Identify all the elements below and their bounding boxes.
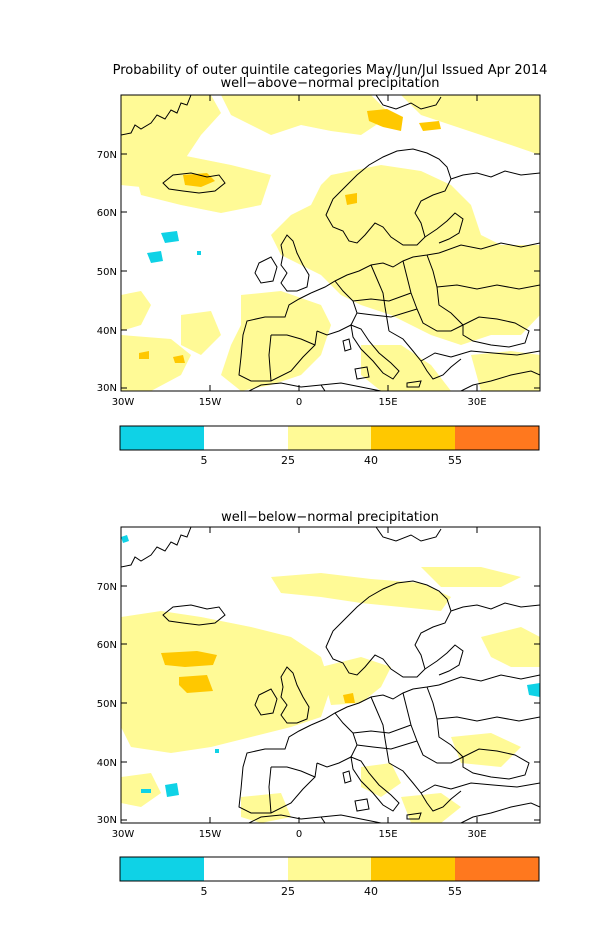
colorbar1-label-55: 55 (448, 454, 462, 467)
lon-label-0: 0 (296, 397, 302, 408)
colorbar2-frame (119, 856, 540, 882)
colorbar1-label-40: 40 (364, 454, 378, 467)
lon-label-30e: 30E (467, 397, 486, 408)
lon-label-0: 0 (296, 829, 302, 840)
colorbar1-label-5: 5 (201, 454, 208, 467)
lat-label-70n: 70N (97, 582, 117, 593)
lon-label-15e: 15E (378, 829, 397, 840)
panel2-title: well−below−normal precipitation (221, 510, 439, 525)
colorbar2-label-40: 40 (364, 885, 378, 898)
panel1-title: well−above−normal precipitation (220, 76, 440, 91)
lon-label-30w: 30W (112, 829, 135, 840)
lat-label-30n: 30N (97, 815, 117, 826)
lat-label-30n: 30N (97, 383, 117, 394)
lon-label-30e: 30E (467, 829, 486, 840)
colorbar1-label-25: 25 (281, 454, 295, 467)
panel1-ticks (121, 95, 540, 391)
panel2-frame (120, 526, 541, 824)
panel1-lon-labels: 30W 15W 0 15E 30E (112, 397, 487, 408)
panel1-shading (121, 95, 540, 391)
panel1-map: 70N 60N 50N 40N 30N 30W 15W 0 15E 30E (97, 94, 541, 408)
lat-label-40n: 40N (97, 326, 117, 337)
panel2-lat-labels: 70N 60N 50N 40N 30N (97, 582, 117, 826)
colorbar2-bin-above-55 (455, 857, 539, 881)
lon-label-15w: 15W (199, 397, 222, 408)
lat-label-70n: 70N (97, 150, 117, 161)
colorbar2-bin-5-25 (204, 857, 288, 881)
lon-label-15e: 15E (378, 397, 397, 408)
colorbar2-label-25: 25 (281, 885, 295, 898)
colorbar2-bin-below-5 (120, 857, 204, 881)
lat-label-60n: 60N (97, 208, 117, 219)
lat-label-60n: 60N (97, 640, 117, 651)
panel2-map: 70N 60N 50N 40N 30N 30W 15W 0 15E 30E (97, 526, 541, 840)
lon-label-30w: 30W (112, 397, 135, 408)
colorbar1-bin-below-5 (120, 426, 204, 450)
colorbar1-bin-above-55 (455, 426, 539, 450)
colorbar1-bin-40-55 (371, 426, 455, 450)
panel2-colorbar: 5 25 40 55 (119, 856, 540, 898)
colorbar2-bin-25-40 (288, 857, 371, 881)
colorbar2-label-55: 55 (448, 885, 462, 898)
colorbar2-bin-40-55 (371, 857, 455, 881)
panel1-frame (120, 94, 541, 392)
figure-title: Probability of outer quintile categories… (112, 63, 548, 78)
colorbar1-bin-5-25 (204, 426, 288, 450)
lon-label-15w: 15W (199, 829, 222, 840)
colorbar2-label-5: 5 (201, 885, 208, 898)
panel1-colorbar: 5 25 40 55 (119, 425, 540, 467)
colorbar1-frame (119, 425, 540, 451)
lat-label-50n: 50N (97, 699, 117, 710)
panel2-ticks (121, 527, 540, 823)
panel1-lat-labels: 70N 60N 50N 40N 30N (97, 150, 117, 394)
panel2-shading (121, 527, 540, 823)
colorbar1-bin-25-40 (288, 426, 371, 450)
panel2-lon-labels: 30W 15W 0 15E 30E (112, 829, 487, 840)
lat-label-40n: 40N (97, 758, 117, 769)
lat-label-50n: 50N (97, 267, 117, 278)
